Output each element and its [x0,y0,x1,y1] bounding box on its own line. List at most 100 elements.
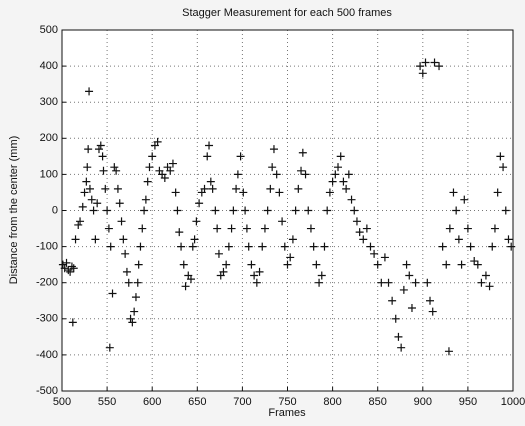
point [286,253,295,262]
point [339,177,348,186]
point [454,235,463,244]
point [370,249,379,258]
point [87,195,96,204]
y-tick-label: -400 [36,349,58,361]
point [470,257,479,266]
point [444,347,453,356]
point [179,260,188,269]
point [501,206,510,215]
point [134,260,143,269]
point [463,224,472,233]
point [283,260,292,269]
point [222,260,231,269]
point [91,235,100,244]
point [250,271,259,280]
point [405,271,414,280]
point [68,318,77,327]
point [473,260,482,269]
point [205,141,214,150]
point [445,224,454,233]
point [66,267,75,276]
point [288,235,297,244]
point [457,260,466,269]
point [266,184,275,193]
point [350,206,359,215]
point [113,184,122,193]
point [306,224,315,233]
point [423,278,432,287]
y-tick-label: -500 [36,385,58,397]
x-tick-label: 950 [459,396,477,408]
point [397,343,406,352]
point [229,206,238,215]
point [85,184,94,193]
point [452,206,461,215]
x-tick-label: 550 [98,396,116,408]
x-tick-label: 850 [369,396,387,408]
point [200,184,209,193]
point [336,152,345,161]
point [101,184,110,193]
point [291,206,300,215]
point [362,224,371,233]
point [166,166,175,175]
point [388,296,397,305]
point [181,282,190,291]
point [112,166,121,175]
point [320,242,329,251]
point [352,217,361,226]
point [247,260,256,269]
point [252,278,261,287]
y-tick-label: 400 [40,60,58,72]
plot-frame [61,29,514,392]
point [278,217,287,226]
point [214,249,223,258]
point [402,260,411,269]
point [224,242,233,251]
point [89,206,98,215]
point [104,224,113,233]
point [103,206,112,215]
point [62,258,71,267]
chart-title: Stagger Measurement for each 500 frames [182,7,392,19]
point [355,228,364,237]
point [430,58,439,67]
y-tick-label: 100 [40,168,58,180]
point [421,58,430,67]
point [171,188,180,197]
point [122,267,131,276]
point [359,235,368,244]
point [373,260,382,269]
point [175,228,184,237]
point [428,307,437,316]
point [188,242,197,251]
point [110,163,119,172]
point [141,195,150,204]
point [128,318,137,327]
point [60,264,69,273]
point [263,206,272,215]
point [80,188,89,197]
point [294,184,303,193]
point [186,275,195,284]
y-tick-label: 300 [40,96,58,108]
point [507,242,516,251]
point [208,184,217,193]
point [119,235,128,244]
point [84,145,93,154]
point [136,242,145,251]
point [131,293,140,302]
point [195,199,204,208]
point [108,289,117,298]
point [394,332,403,341]
point [493,188,502,197]
point [460,195,469,204]
y-tick-label: -200 [36,277,58,289]
point [85,87,94,96]
x-tick-label: 650 [188,396,206,408]
point [504,235,513,244]
point [130,307,139,316]
x-axis-label: Frames [268,407,306,419]
point [317,271,326,280]
